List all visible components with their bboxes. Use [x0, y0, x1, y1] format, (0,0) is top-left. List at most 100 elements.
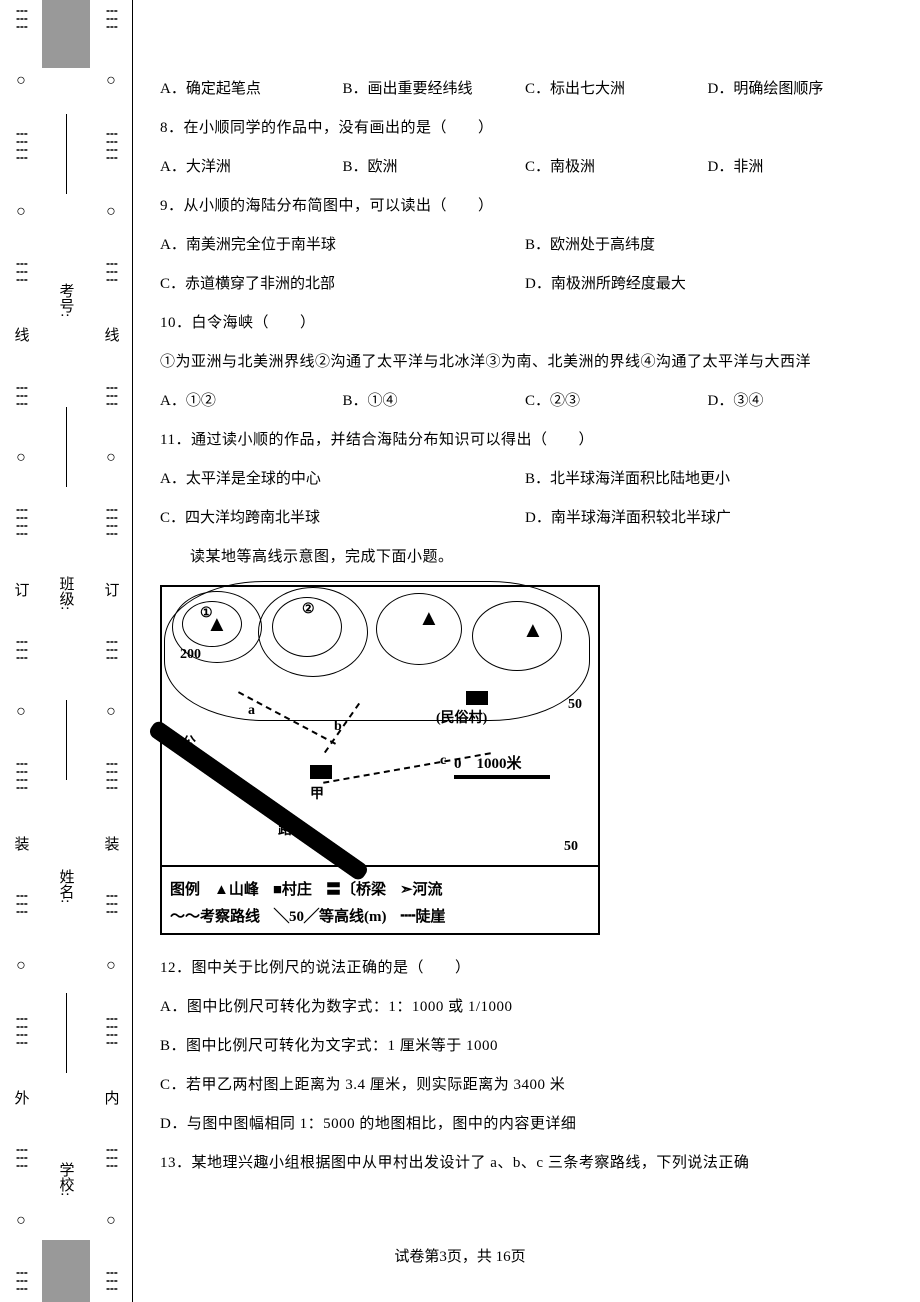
option-c: C．②③ — [525, 382, 708, 421]
gutter-label: 线 — [11, 325, 32, 344]
option-b: B．欧洲 — [343, 148, 526, 187]
q13-stem: 13．某地理兴趣小组根据图中从甲村出发设计了 a、b、c 三条考察路线，下列说法… — [160, 1144, 890, 1183]
circle-icon: ○ — [106, 449, 116, 467]
q8-options: A．大洋洲 B．欧洲 C．南极洲 D．非洲 — [160, 148, 890, 187]
option-d: D．明确绘图顺序 — [708, 70, 891, 109]
dots: ┇┇┇ — [106, 639, 117, 663]
option-a: A．太平洋是全球的中心 — [160, 460, 525, 499]
field-underline — [66, 114, 67, 194]
field-label: 考号: — [56, 281, 77, 319]
dots: ┇┇┇ — [16, 1270, 27, 1294]
road-label-gong: 公 — [182, 732, 196, 752]
option-d: D．非洲 — [708, 148, 891, 187]
circle-icon: ○ — [106, 72, 116, 90]
option-b: B．欧洲处于高纬度 — [525, 226, 890, 265]
option-c: C．赤道横穿了非洲的北部 — [160, 265, 525, 304]
q9-stem: 9．从小顺的海陆分布简图中，可以读出（ ） — [160, 187, 890, 226]
dots: ┇┇┇ — [16, 639, 27, 663]
village-jia-icon — [310, 765, 332, 779]
gutter-divider — [132, 0, 133, 1302]
legend-item: ▲山峰 — [214, 878, 259, 899]
path-c: c — [440, 753, 446, 769]
village-jia: 甲 — [310, 783, 324, 803]
legend-item: ～～考察路线 — [170, 905, 260, 926]
material-text: 读某地等高线示意图，完成下面小题。 — [190, 538, 890, 577]
circle-icon: ○ — [16, 703, 26, 721]
scale-text: 0 1000米 — [454, 756, 522, 772]
field-label: 学校: — [56, 1160, 77, 1198]
dots: ┇┇┇ — [106, 385, 117, 409]
elev-50: 50 — [564, 839, 578, 855]
dots: ┇┇┇┇ — [16, 761, 27, 793]
q10-body: ①为亚洲与北美洲界线②沟通了太平洋与北冰洋③为南、北美洲的界线④沟通了太平洋与大… — [160, 343, 890, 382]
field-underline — [66, 700, 67, 780]
legend-item: 图例 — [170, 878, 200, 899]
option-c: C．标出七大洲 — [525, 70, 708, 109]
scale-bar: 0 1000米 — [454, 752, 550, 779]
map-marker-2: ② — [302, 601, 315, 618]
circle-icon: ○ — [106, 703, 116, 721]
dots: ┇┇┇ — [106, 1147, 117, 1171]
dots: ┇┇┇┇ — [16, 507, 27, 539]
q8-stem: 8．在小顺同学的作品中，没有画出的是（ ） — [160, 109, 890, 148]
map-legend: 图例 ▲山峰 ■村庄 〓〔桥梁 ➣河流 ～～考察路线 ╲50╱等高线(m) ┉陡… — [162, 865, 598, 933]
dots: ┇┇┇┇ — [106, 761, 117, 793]
road — [147, 719, 370, 883]
gutter-label: 装 — [101, 834, 122, 853]
option-a: A．南美洲完全位于南半球 — [160, 226, 525, 265]
path-a: a — [248, 703, 255, 719]
field-label: 姓名: — [56, 867, 77, 905]
q12-options: A．图中比例尺可转化为数字式：1：1000 或 1/1000 B．图中比例尺可转… — [160, 988, 890, 1144]
circle-icon: ○ — [16, 957, 26, 975]
gutter-label: 订 — [11, 580, 32, 599]
dots: ┇┇┇ — [16, 893, 27, 917]
dots: ┇┇┇┇ — [16, 131, 27, 163]
dots: ┇┇┇ — [16, 1147, 27, 1171]
village-minsu-icon — [466, 691, 488, 705]
peak-icon: ▲ — [206, 611, 228, 637]
gutter-fields: 考号: 班级: 姓名: 学校: — [42, 0, 90, 1302]
dots: ┇┇┇ — [106, 893, 117, 917]
legend-item: ╲50╱等高线(m) — [274, 905, 387, 926]
option-d: D．③④ — [708, 382, 891, 421]
option-c: C．若甲乙两村图上距离为 3.4 厘米，则实际距离为 3400 米 — [160, 1066, 890, 1105]
peak-icon: ▲ — [522, 617, 544, 643]
exam-content: A．确定起笔点 B．画出重要经纬线 C．标出七大洲 D．明确绘图顺序 8．在小顺… — [160, 70, 890, 1183]
q12-stem: 12．图中关于比例尺的说法正确的是（ ） — [160, 949, 890, 988]
dots: ┇┇┇ — [16, 385, 27, 409]
page-footer: 试卷第3页，共 16页 — [0, 1245, 920, 1266]
gutter-label: 装 — [11, 834, 32, 853]
legend-item: 〓〔桥梁 — [326, 878, 386, 899]
gutter-inner-col: ┇┇┇ ○ ┇┇┇┇ ○ ┇┇┇ 线 ┇┇┇ ○ ┇┇┇┇ 订 ┇┇┇ ○ ┇┇… — [90, 0, 132, 1302]
dots: ┇┇┇┇ — [16, 1016, 27, 1048]
legend-item: ➣河流 — [400, 878, 443, 899]
option-a: A．大洋洲 — [160, 148, 343, 187]
contour-map-figure: ① ② ▲ ▲ ▲ 200 50 50 公 路 甲 (民俗村) a b c 0 … — [160, 585, 600, 935]
option-b: B．北半球海洋面积比陆地更小 — [525, 460, 890, 499]
elev-200: 200 — [180, 647, 201, 663]
q10-options: A．①② B．①④ C．②③ D．③④ — [160, 382, 890, 421]
q10-stem: 10．白令海峡（ ） — [160, 304, 890, 343]
road-label-lu: 路 — [278, 819, 292, 839]
village-minsu: (民俗村) — [436, 707, 487, 727]
q11-stem: 11．通过读小顺的作品，并结合海陆分布知识可以得出（ ） — [160, 421, 890, 460]
option-c: C．四大洋均跨南北半球 — [160, 499, 525, 538]
dots: ┇┇┇ — [106, 261, 117, 285]
q11-options: A．太平洋是全球的中心 B．北半球海洋面积比陆地更小 C．四大洋均跨南北半球 D… — [160, 460, 890, 538]
elev-50: 50 — [568, 697, 582, 713]
option-c: C．南极洲 — [525, 148, 708, 187]
dots: ┇┇┇ — [106, 8, 117, 32]
option-d: D．与图中图幅相同 1：5000 的地图相比，图中的内容更详细 — [160, 1105, 890, 1144]
gutter-label: 订 — [101, 580, 122, 599]
dots: ┇┇┇ — [106, 1270, 117, 1294]
field-label: 班级: — [56, 574, 77, 612]
circle-icon: ○ — [106, 1212, 116, 1230]
option-a: A．①② — [160, 382, 343, 421]
legend-item: ┉陡崖 — [401, 905, 446, 926]
path-b: b — [334, 719, 342, 735]
q7-options: A．确定起笔点 B．画出重要经纬线 C．标出七大洲 D．明确绘图顺序 — [160, 70, 890, 109]
legend-item: ■村庄 — [273, 878, 312, 899]
circle-icon: ○ — [16, 72, 26, 90]
field-underline — [66, 993, 67, 1073]
circle-icon: ○ — [16, 203, 26, 221]
